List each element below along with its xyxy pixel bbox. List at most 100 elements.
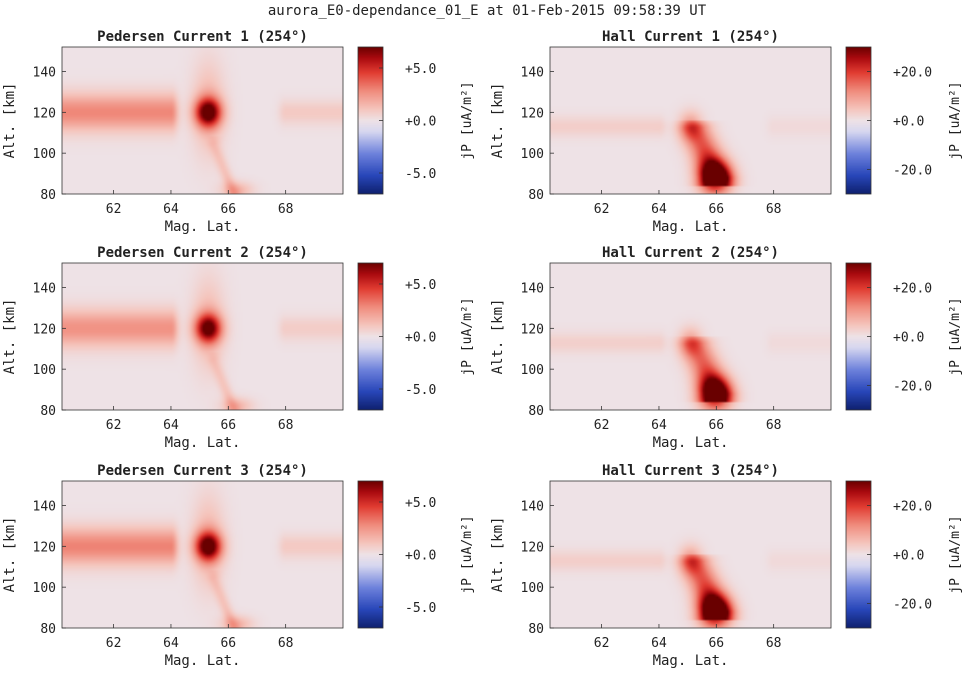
y-axis-label: Alt. [km]: [490, 83, 506, 159]
y-axis-label: Alt. [km]: [490, 299, 506, 375]
colorbar-gradient: [846, 47, 871, 194]
y-tick-label: 120: [521, 106, 544, 121]
y-tick-label: 140: [33, 66, 56, 81]
colorbar-tick-label: -5.0: [405, 601, 436, 616]
x-tick-label: 64: [163, 636, 179, 651]
y-tick-label: 140: [521, 500, 544, 515]
y-tick-label: 140: [521, 282, 544, 297]
y-tick-label: 120: [33, 540, 56, 555]
colorbar-tick-label: -20.0: [893, 598, 932, 613]
plot-frame: [61, 46, 344, 195]
panels: Pedersen Current 1 (254°) 62 64 66 68 Mag. La…: [2, 29, 963, 669]
x-tick-label: 64: [651, 636, 667, 651]
heatmap-image: [62, 481, 343, 628]
plot-frame: [549, 262, 832, 411]
colorbar-gradient: [846, 263, 871, 410]
x-tick-label: 68: [278, 418, 294, 433]
plot-frame: [549, 46, 832, 195]
colorbar-tick-label: +0.0: [893, 549, 924, 564]
y-tick-label: 120: [33, 106, 56, 121]
plot-frame: [61, 262, 344, 411]
colorbar-tick-label: +5.0: [405, 278, 436, 293]
panel-title: Hall Current 3 (254°): [602, 463, 779, 479]
y-tick-label: 140: [521, 66, 544, 81]
x-tick-label: 64: [163, 418, 179, 433]
colorbar: +20.0 +0.0 -20.0 jP [uA/m²]: [845, 262, 963, 411]
x-tick-label: 68: [766, 418, 782, 433]
panel-2: Hall Current 1 (254°) 62 64 66 68 Mag. Lat. 80…: [490, 29, 963, 235]
heatmap-image: [550, 47, 831, 194]
colorbar-tick-label: +0.0: [405, 331, 436, 346]
x-tick-label: 68: [766, 636, 782, 651]
colorbar-tick-label: -5.0: [405, 167, 436, 182]
y-axis-label: Alt. [km]: [2, 299, 18, 375]
x-tick-label: 68: [278, 636, 294, 651]
x-tick-label: 66: [220, 418, 236, 433]
y-tick-label: 80: [528, 622, 544, 637]
colorbar-tick-label: +5.0: [405, 62, 436, 77]
colorbar-gradient: [358, 47, 383, 194]
y-tick-label: 80: [40, 188, 56, 203]
panel-4: Hall Current 2 (254°) 62 64 66 68 Mag. Lat. 80…: [490, 245, 963, 451]
panel-6: Hall Current 3 (254°) 62 64 66 68 Mag. Lat. 80…: [490, 463, 963, 669]
colorbar-tick-label: +0.0: [405, 115, 436, 130]
colorbar-label: jP [uA/m²]: [948, 515, 963, 593]
colorbar-tick-label: -20.0: [893, 164, 932, 179]
x-tick-label: 66: [708, 418, 724, 433]
y-tick-label: 100: [33, 363, 56, 378]
panel-3: Pedersen Current 2 (254°) 62 64 66 68 Mag. La…: [2, 245, 475, 451]
x-tick-label: 68: [278, 202, 294, 217]
plot-frame: [549, 480, 832, 629]
x-tick-label: 68: [766, 202, 782, 217]
x-tick-label: 62: [106, 636, 122, 651]
y-tick-label: 80: [40, 622, 56, 637]
y-tick-label: 140: [33, 500, 56, 515]
x-tick-label: 62: [106, 202, 122, 217]
heatmap-image: [62, 263, 343, 410]
colorbar-gradient: [358, 481, 383, 628]
y-tick-label: 100: [521, 363, 544, 378]
colorbar-label: jP [uA/m²]: [948, 81, 963, 159]
y-tick-label: 80: [528, 404, 544, 419]
x-tick-label: 66: [220, 202, 236, 217]
x-tick-label: 66: [708, 202, 724, 217]
panel-title: Pedersen Current 1 (254°): [97, 29, 308, 45]
y-axis-label: Alt. [km]: [490, 517, 506, 593]
heatmap-image: [550, 263, 831, 410]
plot-frame: [61, 480, 344, 629]
figure-suptitle: aurora_E0-dependance_01_E at 01-Feb-2015…: [268, 3, 707, 19]
colorbar-tick-label: -5.0: [405, 383, 436, 398]
x-axis-label: Mag. Lat.: [165, 653, 241, 669]
panel-5: Pedersen Current 3 (254°) 62 64 66 68 Mag. La…: [2, 463, 475, 669]
x-tick-label: 64: [651, 418, 667, 433]
x-axis-label: Mag. Lat.: [653, 653, 729, 669]
x-tick-label: 64: [651, 202, 667, 217]
colorbar-tick-label: +20.0: [893, 282, 932, 297]
y-tick-label: 120: [33, 322, 56, 337]
y-tick-label: 120: [521, 540, 544, 555]
x-tick-label: 62: [594, 418, 610, 433]
x-axis-label: Mag. Lat.: [165, 219, 241, 235]
y-tick-label: 80: [40, 404, 56, 419]
colorbar-label: jP [uA/m²]: [460, 297, 475, 375]
heatmap-image: [62, 47, 343, 194]
colorbar-tick-label: +5.0: [405, 496, 436, 511]
panel-title: Hall Current 1 (254°): [602, 29, 779, 45]
y-tick-label: 100: [33, 147, 56, 162]
x-tick-label: 62: [594, 636, 610, 651]
panel-1: Pedersen Current 1 (254°) 62 64 66 68 Mag. La…: [2, 29, 475, 235]
y-tick-label: 120: [521, 322, 544, 337]
y-tick-label: 100: [521, 581, 544, 596]
colorbar-tick-label: +0.0: [405, 549, 436, 564]
y-tick-label: 100: [33, 581, 56, 596]
x-tick-label: 66: [220, 636, 236, 651]
colorbar: +20.0 +0.0 -20.0 jP [uA/m²]: [845, 46, 963, 195]
y-tick-label: 140: [33, 282, 56, 297]
colorbar-tick-label: -20.0: [893, 380, 932, 395]
x-axis-label: Mag. Lat.: [653, 435, 729, 451]
colorbar-label: jP [uA/m²]: [460, 515, 475, 593]
panel-title: Pedersen Current 2 (254°): [97, 245, 308, 261]
heatmap-image: [550, 481, 831, 628]
panel-title: Pedersen Current 3 (254°): [97, 463, 308, 479]
colorbar-label: jP [uA/m²]: [948, 297, 963, 375]
